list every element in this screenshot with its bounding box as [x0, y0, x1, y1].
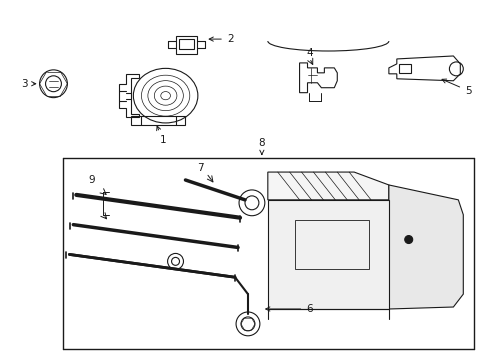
Text: 1: 1 [156, 126, 165, 145]
Text: 3: 3 [21, 79, 36, 89]
Text: 2: 2 [209, 34, 233, 44]
Text: 7: 7 [197, 163, 203, 173]
Text: 9: 9 [88, 175, 94, 185]
Polygon shape [267, 200, 388, 309]
Circle shape [404, 235, 412, 243]
Text: 4: 4 [305, 48, 312, 58]
Text: 8: 8 [258, 138, 264, 154]
Polygon shape [267, 172, 388, 200]
Text: 6: 6 [265, 304, 312, 314]
Text: 5: 5 [441, 79, 470, 96]
Polygon shape [388, 185, 462, 309]
